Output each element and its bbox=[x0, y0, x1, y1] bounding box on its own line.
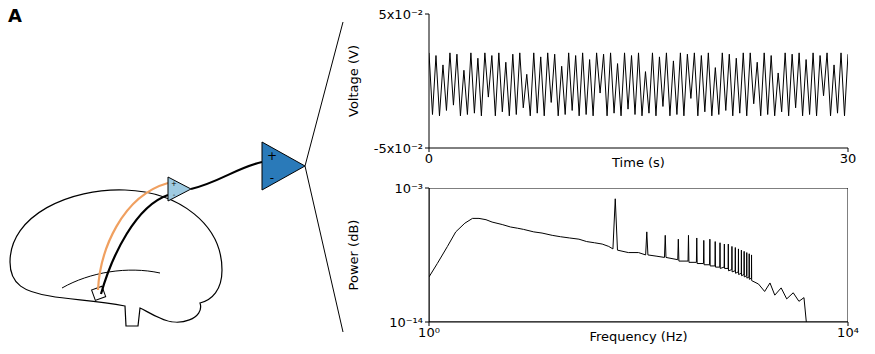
svg-text:5x10⁻²: 5x10⁻² bbox=[378, 7, 423, 22]
svg-text:Power (dB): Power (dB) bbox=[346, 220, 361, 291]
svg-text:+: + bbox=[267, 149, 277, 163]
svg-text:+: + bbox=[171, 180, 177, 188]
svg-text:10⁻¹⁴: 10⁻¹⁴ bbox=[389, 315, 423, 330]
svg-text:Frequency (Hz): Frequency (Hz) bbox=[589, 329, 687, 344]
svg-text:-5x10⁻²: -5x10⁻² bbox=[374, 141, 423, 156]
svg-text:-: - bbox=[270, 171, 274, 185]
svg-text:10⁻³: 10⁻³ bbox=[394, 181, 423, 196]
svg-text:10⁴: 10⁴ bbox=[837, 325, 859, 340]
svg-text:-: - bbox=[173, 191, 176, 199]
svg-text:10⁰: 10⁰ bbox=[418, 325, 440, 341]
svg-text:Voltage (V): Voltage (V) bbox=[346, 45, 361, 117]
svg-text:0: 0 bbox=[425, 151, 433, 166]
svg-text:30: 30 bbox=[840, 151, 857, 166]
svg-text:Time (s): Time (s) bbox=[611, 155, 665, 170]
svg-text:A: A bbox=[8, 5, 22, 26]
